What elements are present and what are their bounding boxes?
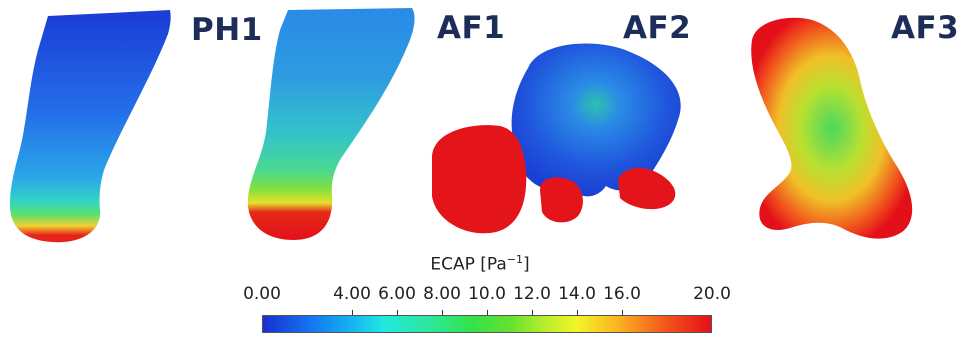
colorbar-title-main: ECAP [Pa [430, 254, 507, 275]
af1-appendage [247, 8, 415, 240]
case-label-af3: AF3 [891, 10, 960, 46]
colorbar-tick-mark [487, 310, 488, 319]
colorbar-tick-mark [622, 310, 623, 319]
colorbar [262, 315, 712, 333]
ph1-appendage [10, 10, 171, 243]
colorbar-tick-label: 20.0 [693, 284, 731, 304]
colorbar-tick-label: 14.0 [558, 284, 596, 304]
colorbar-tick-label: 16.0 [603, 284, 641, 304]
colorbar-title: ECAP [Pa−1] [390, 253, 570, 275]
case-label-af1: AF1 [437, 10, 506, 46]
af2-appendage [431, 43, 681, 234]
colorbar-title-close: ] [523, 254, 530, 275]
colorbar-tick-label: 6.00 [378, 284, 416, 304]
colorbar-tick-label: 10.0 [468, 284, 506, 304]
colorbar-tick-mark [532, 310, 533, 319]
colorbar-tick-mark [577, 310, 578, 319]
colorbar-tick-label: 4.00 [333, 284, 371, 304]
colorbar-tick-label: 12.0 [513, 284, 551, 304]
case-label-af2: AF2 [623, 10, 692, 46]
colorbar-tick-mark [442, 310, 443, 319]
colorbar-tick-mark [352, 310, 353, 319]
af3-appendage [751, 17, 913, 239]
case-label-ph1: PH1 [191, 12, 263, 48]
colorbar-tick-mark [397, 310, 398, 319]
colorbar-tick-label: 0.00 [243, 284, 281, 304]
colorbar-title-exponent: −1 [506, 253, 523, 266]
colorbar-tick-label: 8.00 [423, 284, 461, 304]
